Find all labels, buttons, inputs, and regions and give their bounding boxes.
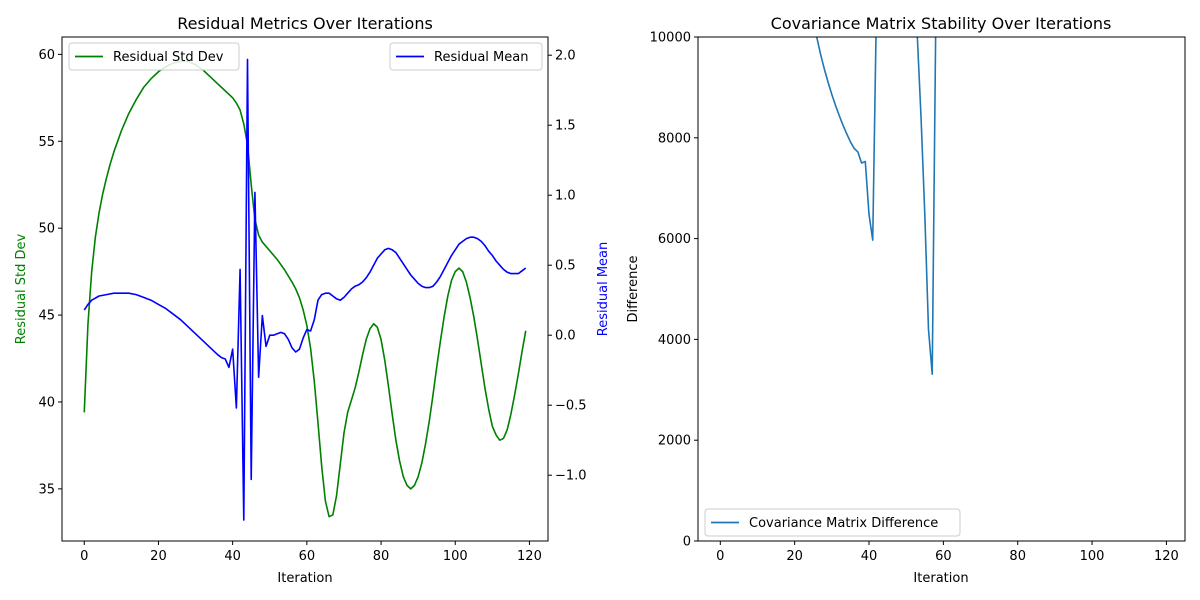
residual-y-axis-label: Residual Std Dev bbox=[14, 233, 29, 344]
y-tick-label: 10000 bbox=[650, 31, 691, 46]
legend-std-dev-label: Residual Std Dev bbox=[113, 50, 224, 65]
residual-chart: Residual Metrics Over Iterations 0 20 40 60… bbox=[14, 14, 611, 586]
covariance-plot-frame bbox=[697, 36, 1186, 542]
x-tick-label: 20 bbox=[150, 549, 167, 564]
residual-chart-marks: 0 20 40 60 80 100 120 35 40 45 50 55 60 −1.0 −0.5 0.0 0.… bbox=[38, 48, 586, 564]
covariance-chart-title: Covariance Matrix Stability Over Iterati… bbox=[771, 14, 1112, 33]
legend-mean-label: Residual Mean bbox=[434, 50, 528, 65]
y2-tick-label: 0.5 bbox=[555, 259, 576, 274]
residual-chart-title: Residual Metrics Over Iterations bbox=[177, 14, 433, 33]
x-tick-label: 100 bbox=[1080, 549, 1105, 564]
x-tick-label: 120 bbox=[517, 549, 542, 564]
x-tick-label: 120 bbox=[1154, 549, 1179, 564]
x-tick-label: 60 bbox=[299, 549, 316, 564]
y-tick-label: 0 bbox=[683, 535, 691, 550]
legend-covariance: Covariance Matrix Difference bbox=[704, 508, 961, 537]
y-tick-label: 35 bbox=[38, 482, 55, 497]
legend-std-dev: Residual Std Dev bbox=[68, 42, 240, 71]
legend-covariance-label: Covariance Matrix Difference bbox=[749, 516, 938, 531]
x-tick-label: 0 bbox=[80, 549, 88, 564]
y-tick-label: 40 bbox=[38, 395, 55, 410]
y-tick-label: 8000 bbox=[658, 131, 691, 146]
legend-mean-box bbox=[389, 42, 543, 71]
series-line-residual-mean bbox=[83, 58, 527, 521]
covariance-chart: Covariance Matrix Stability Over Iterati… bbox=[626, 14, 1186, 586]
y2-tick-label: 1.0 bbox=[555, 189, 576, 204]
y2-tick-label: −0.5 bbox=[555, 399, 587, 414]
legend-mean: Residual Mean bbox=[389, 42, 543, 71]
y-tick-label: 60 bbox=[38, 48, 55, 63]
covariance-x-axis-label: Iteration bbox=[913, 571, 968, 586]
covariance-chart-marks: 0 20 40 60 80 100 120 0 2000 4000 6000 8000 10000 bbox=[650, 31, 1179, 565]
x-tick-label: 60 bbox=[935, 549, 952, 564]
residual-x-axis-label: Iteration bbox=[277, 571, 332, 586]
legend-covariance-box bbox=[704, 508, 961, 537]
x-tick-label: 100 bbox=[443, 549, 468, 564]
series-line-covariance-matrix-difference bbox=[815, 37, 937, 375]
legend-std-dev-box bbox=[68, 42, 240, 71]
y-tick-label: 4000 bbox=[658, 333, 691, 348]
residual-y2-axis-label: Residual Mean bbox=[596, 242, 611, 336]
y2-tick-label: −1.0 bbox=[555, 469, 587, 484]
x-tick-label: 80 bbox=[1009, 549, 1026, 564]
covariance-y-axis-label: Difference bbox=[626, 255, 641, 322]
y-tick-label: 50 bbox=[38, 222, 55, 237]
y-tick-label: 6000 bbox=[658, 232, 691, 247]
y2-tick-label: 2.0 bbox=[555, 49, 576, 64]
y2-tick-label: 1.5 bbox=[555, 119, 576, 134]
x-tick-label: 20 bbox=[786, 549, 803, 564]
x-tick-label: 0 bbox=[716, 549, 724, 564]
residual-plot-frame bbox=[61, 36, 549, 542]
y-tick-label: 45 bbox=[38, 309, 55, 324]
x-tick-label: 80 bbox=[373, 549, 390, 564]
y-tick-label: 2000 bbox=[658, 434, 691, 449]
x-tick-label: 40 bbox=[861, 549, 878, 564]
x-tick-label: 40 bbox=[224, 549, 241, 564]
y2-tick-label: 0.0 bbox=[555, 329, 576, 344]
y-tick-label: 55 bbox=[38, 135, 55, 150]
